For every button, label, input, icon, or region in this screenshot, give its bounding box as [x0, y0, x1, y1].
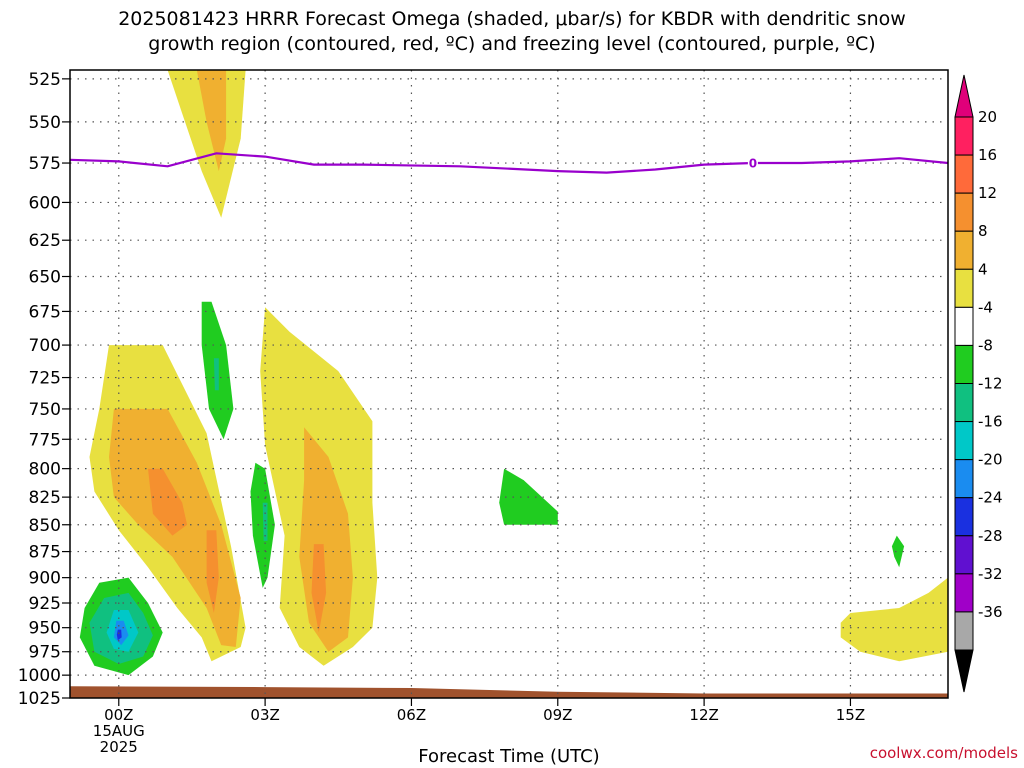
x-tick-sublabel-0-1: 2025	[100, 738, 138, 756]
y-tick-label-13: 850	[29, 516, 61, 536]
y-tick-label-7: 700	[29, 336, 61, 356]
y-tick-label-2: 575	[29, 154, 61, 174]
x-tick-label-4: 12Z	[689, 706, 718, 724]
y-tick-label-8: 725	[29, 369, 61, 389]
colorbar-label-1: 16	[978, 146, 997, 164]
omega-region-15	[840, 577, 948, 662]
terrain-shape	[70, 686, 948, 698]
colorbar-label-7: -12	[978, 375, 1003, 393]
x-axis-label: Forecast Time (UTC)	[418, 746, 599, 767]
colorbar-label-0: 20	[978, 108, 997, 126]
colorbar-swatch-11	[954, 535, 974, 575]
x-tick-label-3: 09Z	[543, 706, 572, 724]
chart-title-line-2: growth region (contoured, red, ºC) and f…	[148, 33, 876, 55]
x-tick-label-1: 03Z	[250, 706, 279, 724]
y-tick-label-6: 675	[29, 302, 61, 322]
y-tick-label-3: 600	[29, 193, 61, 213]
colorbar-top-arrow	[954, 74, 974, 118]
freezing-label-bg	[747, 156, 758, 171]
colorbar-swatch-5	[954, 306, 974, 346]
x-tick-label-0: 00Z	[104, 706, 133, 724]
colorbar-swatch-8	[954, 421, 974, 461]
colorbar-bottom-arrow	[954, 649, 974, 693]
x-tick-label-2: 06Z	[397, 706, 426, 724]
y-tick-label-17: 950	[29, 619, 61, 639]
y-tick-label-16: 925	[29, 594, 61, 614]
y-tick-label-18: 975	[29, 643, 61, 663]
colorbar-label-10: -24	[978, 489, 1003, 507]
y-tick-label-11: 800	[29, 460, 61, 480]
omega-region-10	[311, 544, 327, 633]
y-tick-label-0: 525	[29, 70, 61, 90]
y-tick-label-9: 750	[29, 400, 61, 420]
omega-region-12	[262, 502, 268, 541]
omega-region-7	[213, 358, 219, 391]
colorbar-label-2: 12	[978, 184, 997, 202]
freezing-level-label: 0	[749, 157, 757, 171]
omega-region-14	[891, 535, 905, 568]
plot-frame	[69, 69, 949, 699]
colorbar-swatch-2	[954, 192, 974, 232]
y-tick-label-4: 625	[29, 231, 61, 251]
colorbar-label-11: -28	[978, 527, 1003, 545]
colorbar-label-4: 4	[978, 260, 988, 278]
colorbar-swatch-3	[954, 230, 974, 270]
omega-region-1	[196, 70, 227, 172]
colorbar: 20 16 12 8 4 -4 -8 -12 -16 -20 -24 -28 -32 -36	[954, 74, 1003, 693]
omega-region-5	[206, 530, 219, 613]
terrain-layer	[70, 686, 948, 698]
colorbar-label-3: 8	[978, 222, 988, 240]
y-tick-label-5: 650	[29, 267, 61, 287]
omega-region-4	[148, 468, 188, 536]
y-tick-label-20: 1025	[18, 689, 61, 709]
credit-text: coolwx.com/models	[870, 744, 1018, 762]
colorbar-swatch-9	[954, 459, 974, 499]
colorbar-swatch-12	[954, 573, 974, 613]
omega-shading	[79, 70, 948, 676]
colorbar-label-8: -16	[978, 413, 1003, 431]
colorbar-swatch-0	[954, 116, 974, 156]
y-tick-label-10: 775	[29, 430, 61, 450]
colorbar-label-9: -20	[978, 451, 1003, 469]
y-axis: 525 550 575 600 625 650 675 700 725 750 775 800 825 8…	[18, 70, 70, 709]
x-tick-sublabel-0-0: 15AUG	[93, 722, 145, 740]
y-tick-label-15: 900	[29, 569, 61, 589]
colorbar-label-13: -36	[978, 603, 1003, 621]
y-tick-label-12: 825	[29, 488, 61, 508]
freezing-level-layer: 0	[70, 152, 948, 174]
colorbar-swatch-7	[954, 383, 974, 423]
colorbar-label-6: -8	[978, 336, 993, 354]
colorbar-label-12: -32	[978, 565, 1003, 583]
y-tick-label-19: 1000	[18, 666, 61, 686]
colorbar-swatch-13	[954, 611, 974, 651]
omega-region-11	[250, 462, 275, 588]
chart-title-line-1: 2025081423 HRRR Forecast Omega (shaded, …	[118, 8, 906, 30]
colorbar-swatch-4	[954, 268, 974, 308]
x-tick-label-5: 15Z	[836, 706, 865, 724]
colorbar-swatch-1	[954, 154, 974, 194]
omega-region-20	[116, 629, 122, 641]
y-tick-label-1: 550	[29, 113, 61, 133]
colorbar-swatch-6	[954, 344, 974, 384]
colorbar-label-5: -4	[978, 298, 993, 316]
colorbar-swatch-10	[954, 497, 974, 537]
y-tick-label-14: 875	[29, 543, 61, 563]
freezing-level-line	[70, 152, 948, 174]
